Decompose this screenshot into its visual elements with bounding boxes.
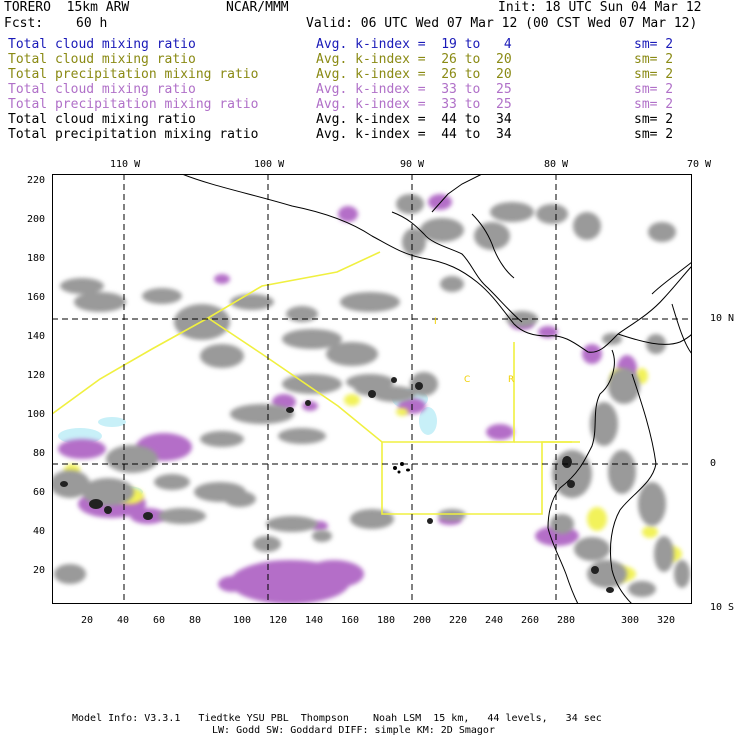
map-panel: I C R [50,173,693,605]
map-canvas: I C R [50,173,693,605]
legend-row: Total precipitation mixing ratio [8,67,258,82]
init-time: Init: 18 UTC Sun 04 Mar 12 [498,0,702,15]
y-tick: 40 [33,526,46,537]
x-tick: 40 [117,615,130,626]
graticule [52,174,692,604]
legend-row: Total cloud mixing ratio [8,52,196,67]
lon-label: 80 W [544,159,569,170]
legend-row: Total cloud mixing ratio [8,82,196,97]
x-tick: 60 [153,615,166,626]
legend-kindex: Avg. k-index = 44 to 34 [316,127,512,142]
country-letter: I [434,317,437,327]
legend-sm: sm= 2 [634,52,674,67]
x-tick: 160 [341,615,360,626]
y-tick: 80 [33,448,46,459]
lon-label: 100 W [254,159,285,170]
cloud-mass [50,194,690,597]
legend-row: Total precipitation mixing ratio [8,127,258,142]
convective-core [60,377,614,593]
lon-label: 70 W [687,159,712,170]
y-tick: 180 [27,253,46,264]
legend-field: Total cloud mixing ratio [8,112,196,127]
x-tick: 200 [413,615,432,626]
legend-kindex: Avg. k-index = 33 to 25 [316,82,512,97]
model-name: TORERO 15km ARW [4,0,130,15]
legend-row: Total cloud mixing ratio [8,112,196,127]
physics-info: LW: Godd SW: Goddard DIFF: simple KM: 2D… [212,725,495,736]
legend-field: Total cloud mixing ratio [8,52,196,67]
legend-field: Total precipitation mixing ratio [8,67,259,82]
lon-label: 90 W [400,159,425,170]
x-tick: 320 [657,615,676,626]
country-letter: R [508,375,514,385]
forecast-hour: 60 h [76,16,108,31]
x-tick: 120 [269,615,288,626]
legend-field: Total precipitation mixing ratio [8,127,259,142]
x-tick: 300 [621,615,640,626]
y-tick: 120 [27,370,46,381]
legend-sm: sm= 2 [634,127,674,142]
center-name: NCAR/MMM [226,0,289,15]
legend-kindex: Avg. k-index = 33 to 25 [316,97,512,112]
x-tick: 280 [557,615,576,626]
x-tick: 100 [233,615,252,626]
legend-sm: sm= 2 [634,97,674,112]
y-tick: 140 [27,331,46,342]
legend-sm: sm= 2 [634,37,674,52]
map-frame [52,174,692,604]
coastline [181,173,693,605]
legend-field: Total cloud mixing ratio [8,82,196,97]
lat-label: 0 [710,458,717,469]
x-tick: 140 [305,615,324,626]
legend-field: Total cloud mixing ratio [8,37,196,52]
domain-boundary [51,251,580,515]
legend-sm: sm= 2 [634,67,674,82]
x-tick: 20 [81,615,94,626]
model-info: Model Info: V3.3.1 Tiedtke YSU PBL Thomp… [72,713,602,724]
country-letter: C [464,375,470,385]
x-tick: 240 [485,615,504,626]
legend-kindex: Avg. k-index = 19 to 4 [316,37,512,52]
y-tick: 20 [33,565,46,576]
legend-sm: sm= 2 [634,112,674,127]
y-tick: 60 [33,487,46,498]
lat-label: 10 N [710,313,735,324]
forecast-label: Fcst: [4,16,44,31]
x-tick: 180 [377,615,396,626]
y-tick: 200 [27,214,46,225]
legend-kindex: Avg. k-index = 26 to 20 [316,52,512,67]
lon-label: 110 W [110,159,141,170]
legend-row: Total precipitation mixing ratio [8,97,258,112]
x-tick: 220 [449,615,468,626]
legend-row: Total cloud mixing ratio [8,37,196,52]
x-tick: 80 [189,615,202,626]
lat-label: 10 S [710,602,735,613]
legend-kindex: Avg. k-index = 26 to 20 [316,67,512,82]
y-tick: 220 [27,175,46,186]
valid-time: Valid: 06 UTC Wed 07 Mar 12 (00 CST Wed … [306,16,698,31]
y-tick: 100 [27,409,46,420]
legend-sm: sm= 2 [634,82,674,97]
legend-kindex: Avg. k-index = 44 to 34 [316,112,512,127]
x-tick: 260 [521,615,540,626]
y-tick: 160 [27,292,46,303]
legend-field: Total precipitation mixing ratio [8,97,259,112]
